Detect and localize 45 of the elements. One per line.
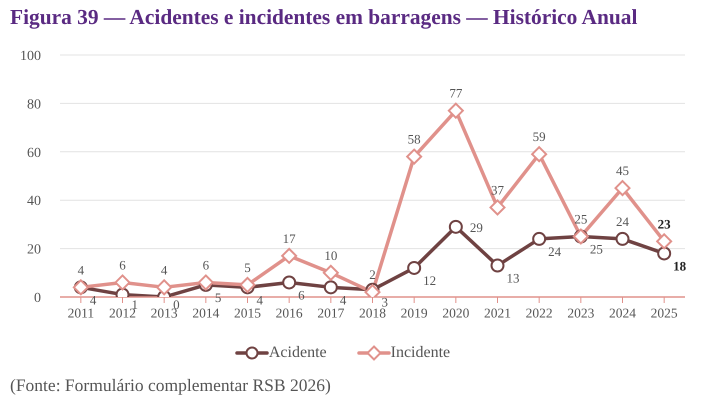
y-tick-label: 40: [27, 194, 41, 210]
x-tick-label: 2022: [526, 306, 553, 321]
data-label: 24: [548, 244, 562, 259]
x-tick-label: 2011: [68, 306, 94, 321]
data-label: 6: [202, 257, 210, 272]
x-tick-label: 2019: [400, 306, 428, 321]
data-label: 10: [324, 248, 338, 263]
legend-label: Acidente: [268, 344, 327, 362]
y-tick-label: 60: [27, 146, 41, 161]
y-tick-label: 80: [27, 97, 41, 112]
y-tick-label: 100: [20, 48, 41, 64]
data-label: 77: [449, 86, 463, 101]
data-label: 17: [282, 230, 296, 246]
data-label: 13: [506, 270, 520, 286]
x-tick-label: 2012: [109, 306, 136, 321]
x-tick-label: 2021: [484, 306, 511, 321]
data-label: 5: [244, 260, 251, 275]
data-label: 58: [408, 132, 421, 147]
data-label: 25: [590, 242, 603, 256]
data-label: 18: [673, 258, 687, 274]
x-tick-label: 2025: [650, 306, 678, 321]
text: (Fonte: Formulário complementar RSB 2026): [10, 375, 331, 396]
x-tick-label: 2016: [276, 306, 303, 321]
data-label: 6: [119, 257, 126, 272]
data-label: 12: [423, 272, 436, 288]
y-tick-label: 20: [27, 242, 41, 258]
data-label: 2: [369, 267, 376, 282]
x-tick-label: 2017: [317, 306, 345, 321]
data-label: 23: [658, 216, 672, 232]
x-tick-label: 2024: [609, 306, 636, 321]
data-label: 24: [616, 214, 630, 229]
x-tick-label: 2015: [234, 306, 262, 321]
data-label: 45: [616, 163, 629, 178]
data-label: 25: [574, 212, 588, 226]
x-tick-label: 2023: [567, 306, 595, 321]
data-label: 4: [160, 262, 168, 278]
legend-label: Incidente: [390, 344, 450, 362]
x-tick-label: 2014: [192, 306, 220, 321]
y-tick-label: 0: [34, 290, 41, 306]
data-label: 59: [532, 129, 546, 144]
chart-title: Figura 39 — Acidentes e incidentes em barragens — Histórico Anual: [10, 5, 638, 30]
data-label: 37: [491, 182, 504, 198]
data-label: 29: [470, 220, 483, 235]
data-label: 4: [78, 262, 85, 278]
x-tick-label: 2020: [442, 306, 470, 321]
